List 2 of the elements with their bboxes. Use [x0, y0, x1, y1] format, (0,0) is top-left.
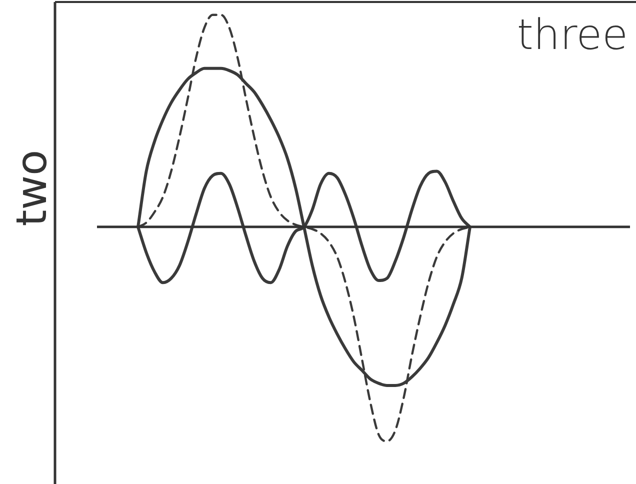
- chart-title: three: [516, 10, 628, 59]
- y-axis-title: two: [7, 150, 56, 226]
